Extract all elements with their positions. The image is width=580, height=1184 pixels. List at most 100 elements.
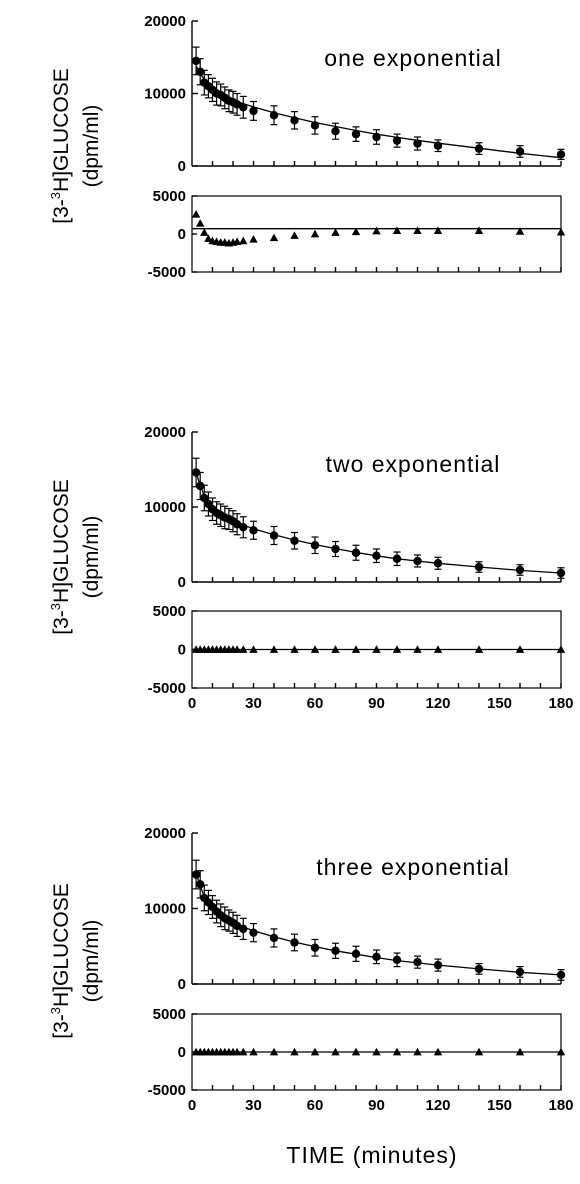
main-y-tick-label: 20000 bbox=[144, 424, 186, 441]
x-tick-label: 0 bbox=[188, 1097, 196, 1114]
panel-1: 0 10000 20000 one exponential -5000 0 5000 [3-3… bbox=[48, 13, 566, 281]
residual-point bbox=[232, 237, 242, 245]
data-point bbox=[372, 132, 381, 142]
data-point bbox=[351, 548, 361, 557]
y-axis-label-prefix: [3- bbox=[50, 199, 73, 224]
residual-point bbox=[331, 228, 340, 236]
data-point bbox=[392, 554, 402, 563]
data-point bbox=[196, 880, 205, 889]
residual-point bbox=[232, 1047, 242, 1056]
residual-point bbox=[191, 210, 201, 218]
data-point bbox=[474, 144, 484, 153]
data-point bbox=[556, 568, 566, 578]
residual-point bbox=[474, 226, 484, 234]
data-point bbox=[372, 551, 381, 560]
residual-point bbox=[310, 229, 320, 238]
y-axis-label-superscript: 3 bbox=[48, 603, 63, 610]
y-axis-label-prefix: [3- bbox=[50, 610, 73, 635]
x-tick-label: 0 bbox=[188, 695, 196, 712]
residual-point bbox=[239, 645, 248, 653]
y-axis-label: [3-3H]GLUCOSE bbox=[48, 883, 73, 1038]
residual-point bbox=[556, 1047, 566, 1056]
x-tick-label: 90 bbox=[368, 695, 385, 712]
residual-y-tick-label: 0 bbox=[178, 226, 186, 243]
data-point bbox=[249, 526, 258, 535]
data-point bbox=[413, 139, 422, 148]
residual-point bbox=[556, 227, 566, 236]
residual-point bbox=[372, 645, 381, 653]
data-point bbox=[310, 121, 320, 130]
residual-point bbox=[249, 235, 258, 243]
x-tick-label: 60 bbox=[307, 695, 324, 712]
main-y-tick-label: 10000 bbox=[144, 499, 186, 516]
data-point bbox=[413, 556, 422, 566]
data-point bbox=[269, 933, 279, 943]
x-tick-label: 180 bbox=[548, 1097, 573, 1114]
residual-point bbox=[269, 645, 279, 653]
data-point bbox=[239, 523, 248, 532]
residual-point bbox=[290, 231, 299, 239]
x-tick-label: 60 bbox=[307, 1097, 324, 1114]
y-axis-label: [3-3H]GLUCOSE bbox=[48, 68, 73, 223]
residual-point bbox=[239, 1047, 248, 1056]
data-point bbox=[331, 946, 340, 955]
residual-point bbox=[249, 1047, 258, 1056]
data-point bbox=[290, 938, 299, 947]
main-y-tick-label: 0 bbox=[178, 574, 186, 591]
residual-point bbox=[351, 645, 361, 653]
data-point bbox=[556, 150, 566, 159]
residual-point bbox=[196, 219, 205, 227]
x-axis-label: TIME (minutes) bbox=[286, 1142, 457, 1168]
data-point bbox=[474, 964, 484, 974]
data-point bbox=[239, 924, 248, 934]
residual-y-tick-label: -5000 bbox=[148, 680, 186, 697]
data-point bbox=[310, 541, 320, 550]
residual-point bbox=[433, 226, 443, 234]
y-axis-label-suffix: H]GLUCOSE bbox=[50, 883, 73, 1007]
residual-point bbox=[433, 1047, 443, 1056]
data-point bbox=[269, 531, 279, 540]
data-point bbox=[413, 957, 422, 967]
main-y-tick-label: 0 bbox=[178, 158, 186, 175]
residual-point bbox=[249, 645, 258, 653]
residual-y-tick-label: 5000 bbox=[153, 1006, 186, 1023]
residual-point bbox=[392, 1047, 402, 1056]
data-point bbox=[351, 949, 361, 958]
panel-title: three exponential bbox=[316, 854, 509, 880]
data-point bbox=[310, 943, 320, 952]
residual-point bbox=[413, 645, 422, 653]
residual-point bbox=[204, 234, 213, 242]
residual-point bbox=[515, 1047, 525, 1056]
residual-point bbox=[269, 1047, 279, 1056]
residual-point bbox=[372, 226, 381, 235]
data-point bbox=[269, 111, 279, 120]
residual-point bbox=[310, 645, 320, 653]
data-point bbox=[191, 56, 201, 66]
x-tick-label: 150 bbox=[487, 695, 512, 712]
data-point bbox=[556, 970, 566, 980]
y-axis-label-prefix: [3- bbox=[50, 1014, 73, 1039]
residual-point bbox=[310, 1047, 320, 1056]
residual-point bbox=[290, 645, 299, 653]
data-point bbox=[239, 103, 248, 112]
residual-y-tick-label: 0 bbox=[178, 1044, 186, 1061]
residual-point bbox=[474, 645, 484, 653]
data-point bbox=[249, 928, 258, 937]
data-point bbox=[392, 136, 402, 145]
residual-point bbox=[413, 1047, 422, 1056]
data-point bbox=[433, 960, 443, 970]
x-tick-label: 180 bbox=[548, 695, 573, 712]
data-point bbox=[474, 562, 484, 572]
residual-y-tick-label: -5000 bbox=[148, 1082, 186, 1099]
data-point bbox=[200, 493, 209, 503]
y-axis-units: (dpm/ml) bbox=[80, 105, 103, 188]
residual-point bbox=[351, 1047, 361, 1056]
residual-point bbox=[351, 227, 361, 236]
residual-point bbox=[372, 1047, 381, 1056]
residual-point bbox=[392, 226, 402, 234]
y-axis-label-suffix: H]GLUCOSE bbox=[50, 479, 73, 603]
y-axis-units: (dpm/ml) bbox=[80, 920, 103, 1003]
data-point bbox=[372, 952, 381, 962]
x-tick-label: 150 bbox=[487, 1097, 512, 1114]
